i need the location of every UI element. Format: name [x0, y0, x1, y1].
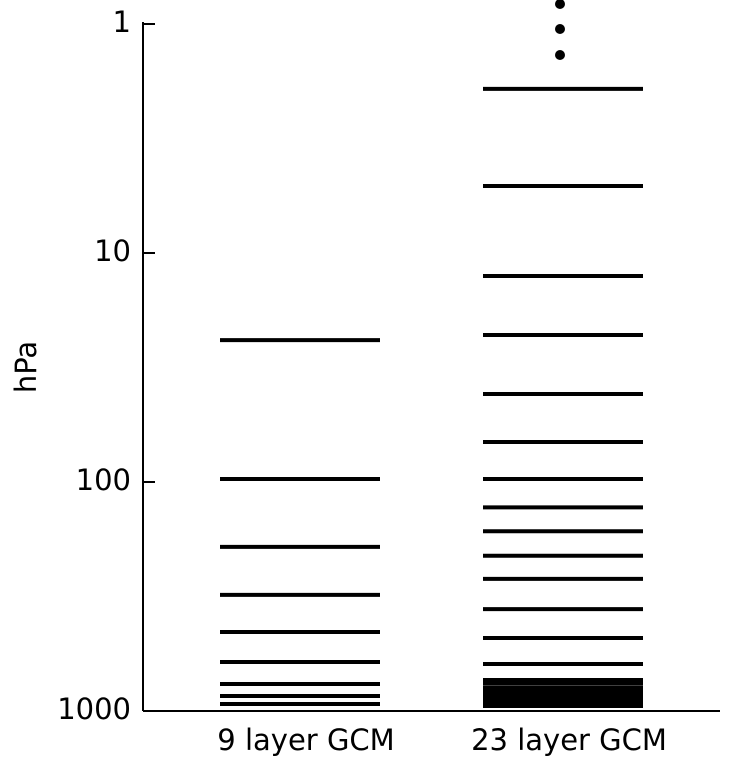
y-tick-label: 1000	[57, 692, 131, 726]
y-axis-label: hPa	[9, 341, 43, 393]
y-tick-label: 1	[113, 5, 131, 39]
ellipsis-dot	[555, 50, 565, 60]
x-tick-label: 9 layer GCM	[217, 723, 394, 757]
x-tick-label: 23 layer GCM	[471, 723, 667, 757]
ellipsis-dot	[555, 24, 565, 34]
ellipsis-dot	[555, 0, 565, 9]
y-tick-label: 100	[76, 463, 131, 497]
y-tick-label: 10	[94, 234, 131, 268]
